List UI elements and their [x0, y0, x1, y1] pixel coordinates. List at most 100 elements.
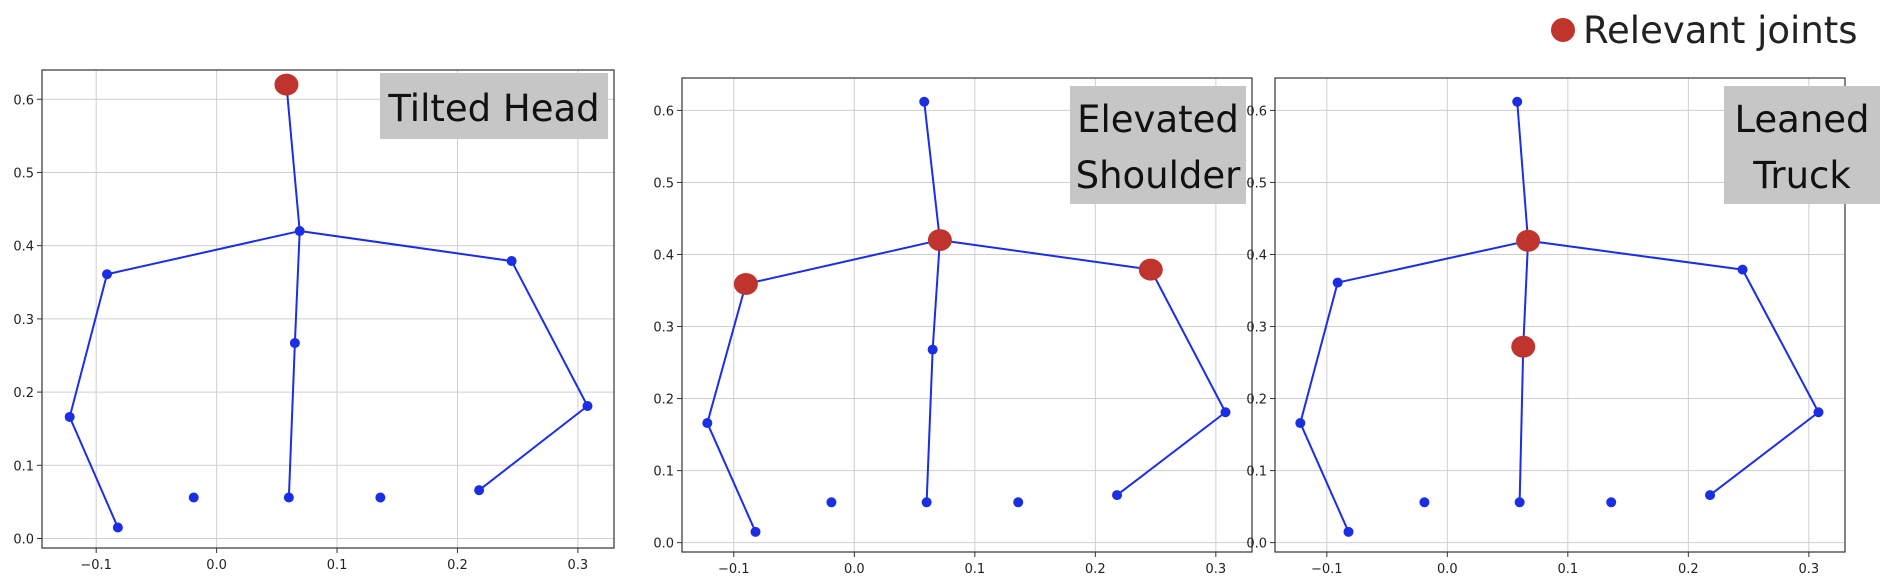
skeleton-bone — [706, 422, 757, 533]
skeleton-bone — [1149, 269, 1227, 413]
y-tick-label: 0.4 — [13, 240, 34, 255]
joint-point — [188, 492, 199, 503]
y-tick-label: 0.1 — [1246, 465, 1267, 480]
y-tick-label: 0.4 — [653, 248, 674, 263]
relevant-joint-marker — [1516, 229, 1541, 252]
panel-label-box — [380, 73, 608, 139]
joint-point — [474, 485, 485, 496]
skeleton-bone — [68, 416, 119, 528]
skeleton-bone — [1522, 240, 1530, 347]
joint-point — [294, 226, 305, 237]
skeleton-bone — [1518, 346, 1525, 503]
x-tick-label: 0.1 — [1557, 562, 1578, 577]
plot-frame — [1274, 77, 1846, 553]
skeleton-bone — [1337, 239, 1529, 284]
joint-point — [1112, 490, 1123, 501]
x-tick-label: 0.1 — [327, 558, 348, 573]
joint-point — [826, 497, 837, 508]
panel-3: −0.1 0.0 0.1 0.2 0.3 0.0 0.1 0.2 0.3 0.4 0.5 0.6 Lea… — [1246, 77, 1880, 577]
joint-point — [1343, 526, 1354, 537]
y-tick-label: 0.6 — [1246, 104, 1267, 119]
y-tick-label: 0.2 — [13, 386, 34, 401]
skeleton-bone — [1516, 101, 1530, 241]
x-tick-label: 0.0 — [206, 558, 227, 573]
x-tick-label: −0.1 — [718, 562, 750, 577]
joint-point — [289, 338, 300, 349]
joint-point — [1013, 497, 1024, 508]
x-tick-label: 0.3 — [568, 558, 589, 573]
skeleton-bone — [706, 283, 747, 424]
joint-point — [283, 492, 294, 503]
joint-point — [750, 526, 761, 537]
skeleton-bone — [1299, 422, 1350, 533]
panel-label: Shoulder — [1076, 154, 1242, 197]
y-tick-label: 0.3 — [13, 313, 34, 328]
y-tick-label: 0.5 — [13, 166, 34, 181]
y-tick-label: 0.1 — [13, 459, 34, 474]
joint-point — [375, 492, 386, 503]
panel-label: Truck — [1752, 154, 1851, 197]
relevant-joint-marker — [274, 73, 299, 96]
y-tick-label: 0.5 — [1246, 176, 1267, 191]
x-tick-label: 0.0 — [1437, 562, 1458, 577]
skeleton-bone — [287, 342, 296, 498]
x-tick-label: −0.1 — [1311, 562, 1343, 577]
skeleton-bone — [1527, 239, 1743, 271]
skeleton-bone — [293, 230, 301, 344]
joint-point — [112, 522, 123, 533]
joint-point — [1512, 96, 1523, 107]
x-tick-label: 0.0 — [844, 562, 865, 577]
y-tick-label: 0.4 — [1246, 248, 1267, 263]
plot-frame — [41, 69, 615, 549]
joint-point — [64, 411, 75, 422]
skeleton-bone — [745, 239, 941, 285]
skeleton-bone — [923, 101, 941, 241]
y-tick-label: 0.3 — [653, 321, 674, 336]
y-tick-label: 0.1 — [653, 465, 674, 480]
relevant-joint-marker — [1511, 335, 1536, 358]
joint-point — [921, 497, 932, 508]
y-tick-label: 0.0 — [13, 532, 34, 547]
y-tick-label: 0.0 — [653, 537, 674, 552]
x-tick-label: 0.2 — [447, 558, 468, 573]
skeleton-bone — [285, 84, 301, 232]
joint-point — [1737, 264, 1748, 275]
relevant-joint-marker — [927, 229, 952, 252]
skeleton-bone — [1709, 411, 1820, 496]
plot-frame — [681, 77, 1253, 553]
skeleton-bone — [931, 240, 941, 350]
x-tick-label: 0.2 — [1085, 562, 1106, 577]
x-tick-label: 0.1 — [964, 562, 985, 577]
joint-point — [582, 400, 593, 411]
x-tick-label: 0.3 — [1799, 562, 1820, 577]
y-tick-label: 0.3 — [1246, 321, 1267, 336]
joint-point — [1813, 407, 1824, 418]
skeleton-bone — [1299, 282, 1339, 424]
joint-point — [1332, 277, 1343, 288]
skeleton-bone — [939, 239, 1151, 271]
y-tick-label: 0.2 — [653, 393, 674, 408]
panel-1: −0.1 0.0 0.1 0.2 0.3 0.0 0.1 0.2 0.3 0.4 0.5 0.6 Til… — [13, 69, 615, 573]
skeleton-panels: −0.1 0.0 0.1 0.2 0.3 0.0 0.1 0.2 0.3 0.4 0.5 0.6 Til… — [13, 69, 1880, 577]
relevant-joint-marker — [733, 273, 758, 296]
panel-label-box — [1724, 86, 1880, 204]
panel-label-box — [1070, 86, 1246, 204]
joint-point — [1606, 497, 1617, 508]
joint-point — [102, 269, 113, 280]
skeleton-bone — [478, 405, 589, 491]
skeleton-bone — [510, 260, 589, 407]
skeleton-bone — [1741, 269, 1820, 413]
panel-label: Elevated — [1077, 98, 1239, 141]
joint-point — [927, 344, 938, 355]
panel-label: Leaned — [1734, 98, 1869, 141]
skeleton-bone — [925, 349, 934, 503]
skeleton-bone — [68, 273, 108, 418]
joint-point — [1220, 407, 1231, 418]
y-tick-label: 0.0 — [1246, 537, 1267, 552]
y-tick-label: 0.6 — [653, 104, 674, 119]
legend: Relevant joints — [1551, 9, 1858, 52]
skeleton-bone — [299, 230, 512, 263]
y-tick-label: 0.2 — [1246, 393, 1267, 408]
legend-label: Relevant joints — [1583, 9, 1858, 52]
